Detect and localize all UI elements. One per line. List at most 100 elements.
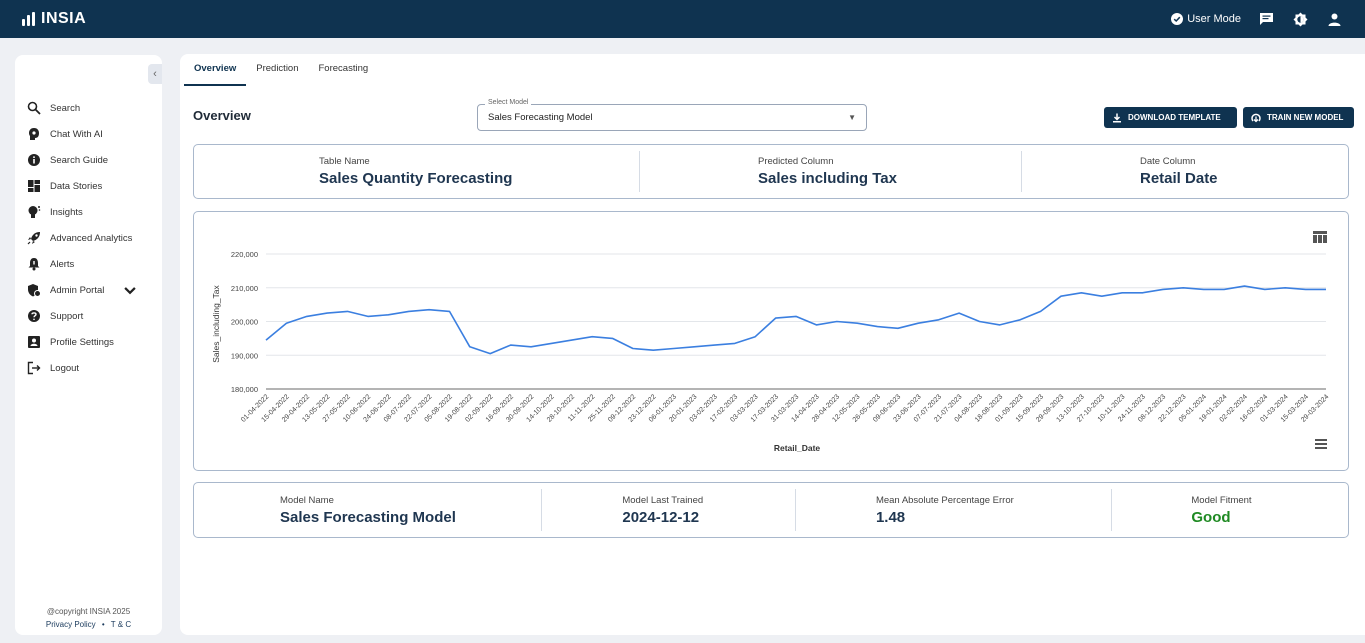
- collapse-sidebar-button[interactable]: ‹: [148, 64, 162, 84]
- bell-icon: [28, 258, 40, 271]
- download-template-label: DOWNLOAD TEMPLATE: [1128, 113, 1221, 122]
- table-name-cell: Table Name Sales Quantity Forecasting: [194, 145, 639, 198]
- model-select[interactable]: Select Model Sales Forecasting Model ▼: [477, 99, 867, 131]
- date-column-value: Retail Date: [1140, 170, 1218, 187]
- main-panel: Overview Prediction Forecasting Overview…: [180, 54, 1365, 635]
- lightbulb-icon: [28, 206, 41, 218]
- sidebar-item-data-stories[interactable]: Data Stories: [27, 173, 157, 199]
- copyright-text: @copyright INSIA 2025: [46, 607, 131, 616]
- sidebar-item-alerts[interactable]: Alerts: [27, 251, 157, 277]
- last-trained-label: Model Last Trained: [622, 494, 704, 506]
- y-tick-label: 190,000: [231, 351, 258, 360]
- tab-prediction[interactable]: Prediction: [256, 63, 299, 74]
- table-view-icon[interactable]: [1313, 231, 1327, 243]
- table-name-value: Sales Quantity Forecasting: [319, 170, 513, 187]
- profile-icon: [28, 336, 40, 348]
- check-circle-icon: [1171, 13, 1184, 25]
- forecast-chart-card: 180,000 190,000 200,000 210,000 220,000 01-0…: [193, 211, 1349, 471]
- series-line: [265, 285, 1326, 355]
- admin-icon: [28, 284, 41, 297]
- model-name-label: Model Name: [280, 494, 334, 506]
- mape-cell: Mean Absolute Percentage Error 1.48: [794, 483, 1111, 537]
- app-name: INSIA: [41, 10, 87, 27]
- sidebar-item-label: Data Stories: [50, 180, 103, 192]
- user-mode-label: User Mode: [1187, 13, 1241, 25]
- sidebar-item-search[interactable]: Search: [27, 95, 157, 121]
- model-fitment-label: Model Fitment: [1191, 494, 1252, 506]
- sidebar-item-logout[interactable]: Logout: [27, 355, 157, 381]
- download-template-button[interactable]: DOWNLOAD TEMPLATE: [1104, 107, 1237, 128]
- theme-toggle-icon[interactable]: [1291, 10, 1309, 28]
- sidebar-nav: Search Chat With AI Search Guide Data St…: [27, 95, 157, 381]
- sidebar-item-insights[interactable]: Insights: [27, 199, 157, 225]
- privacy-policy-link[interactable]: Privacy Policy: [45, 620, 96, 629]
- sidebar-item-label: Insights: [50, 206, 83, 218]
- train-new-model-label: TRAIN NEW MODEL: [1267, 113, 1344, 122]
- download-icon: [1113, 113, 1121, 122]
- x-axis-label: Retail_Date: [774, 443, 821, 453]
- model-fitment-value: Good: [1191, 508, 1231, 526]
- predicted-column-label: Predicted Column: [758, 156, 834, 167]
- help-icon: [28, 310, 40, 322]
- terms-link[interactable]: T & C: [110, 620, 132, 629]
- date-column-cell: Date Column Retail Date: [1021, 145, 1348, 198]
- model-name-value: Sales Forecasting Model: [280, 508, 456, 526]
- sidebar-item-support[interactable]: Support: [27, 303, 157, 329]
- sidebar-item-advanced-analytics[interactable]: Advanced Analytics: [27, 225, 157, 251]
- sidebar-item-label: Search Guide: [50, 154, 109, 166]
- account-icon[interactable]: [1325, 10, 1343, 28]
- train-model-icon: [1251, 113, 1261, 122]
- last-trained-cell: Model Last Trained 2024-12-12: [541, 483, 795, 537]
- logo-icon: [22, 12, 35, 26]
- y-axis-label: Sales_including_Tax: [211, 285, 221, 363]
- rocket-icon: [27, 232, 40, 245]
- footer-links: Privacy Policy • T & C: [15, 620, 162, 629]
- chevron-left-icon: ‹: [153, 68, 157, 80]
- sidebar-item-label: Search: [50, 102, 81, 114]
- chart-menu-icon[interactable]: [1315, 439, 1327, 449]
- last-trained-value: 2024-12-12: [622, 508, 700, 526]
- top-bar: INSIA User Mode: [0, 0, 1365, 38]
- chat-icon[interactable]: [1257, 10, 1275, 28]
- table-info-card: Table Name Sales Quantity Forecasting Pr…: [193, 144, 1349, 199]
- logout-icon: [27, 361, 41, 375]
- tab-forecasting[interactable]: Forecasting: [318, 63, 369, 74]
- date-column-label: Date Column: [1140, 156, 1196, 167]
- chevron-down-icon: [124, 287, 137, 295]
- mape-label: Mean Absolute Percentage Error: [875, 494, 1014, 506]
- model-select-value: Sales Forecasting Model: [488, 112, 593, 123]
- sidebar-item-label: Profile Settings: [50, 336, 114, 348]
- search-icon: [27, 101, 41, 115]
- y-tick-label: 200,000: [231, 318, 258, 327]
- sidebar-item-chat-with-ai[interactable]: Chat With AI: [27, 121, 157, 147]
- brand[interactable]: INSIA: [22, 10, 86, 28]
- tab-bar: Overview Prediction Forecasting: [180, 54, 378, 86]
- model-select-label: Select Model: [485, 99, 532, 106]
- sidebar-item-search-guide[interactable]: Search Guide: [27, 147, 157, 173]
- predicted-column-cell: Predicted Column Sales including Tax: [639, 145, 1021, 198]
- sidebar-item-label: Support: [50, 310, 84, 322]
- sidebar-item-label: Alerts: [50, 258, 75, 270]
- sidebar: ‹ Search Chat With AI Search Guide Data …: [15, 55, 162, 635]
- user-mode-toggle[interactable]: User Mode: [1171, 13, 1241, 25]
- sidebar-item-label: Chat With AI: [50, 128, 103, 140]
- train-new-model-button[interactable]: TRAIN NEW MODEL: [1243, 107, 1354, 128]
- caret-down-icon: ▼: [848, 113, 856, 122]
- sidebar-item-label: Admin Portal: [50, 284, 105, 296]
- sidebar-item-profile-settings[interactable]: Profile Settings: [27, 329, 157, 355]
- sidebar-item-label: Advanced Analytics: [50, 232, 133, 244]
- predicted-column-value: Sales including Tax: [758, 170, 897, 187]
- y-tick-label: 210,000: [231, 284, 258, 293]
- y-tick-label: 180,000: [231, 385, 258, 394]
- model-info-card: Model Name Sales Forecasting Model Model…: [193, 482, 1349, 538]
- link-separator: •: [101, 620, 105, 629]
- page-title: Overview: [193, 108, 251, 123]
- chat-ai-icon: [29, 128, 39, 140]
- tab-overview[interactable]: Overview: [184, 54, 247, 86]
- sidebar-item-label: Logout: [50, 362, 80, 374]
- info-icon: [28, 154, 40, 166]
- sidebar-item-admin-portal[interactable]: Admin Portal: [27, 277, 157, 303]
- dashboard-icon: [28, 180, 40, 192]
- model-name-cell: Model Name Sales Forecasting Model: [194, 483, 541, 537]
